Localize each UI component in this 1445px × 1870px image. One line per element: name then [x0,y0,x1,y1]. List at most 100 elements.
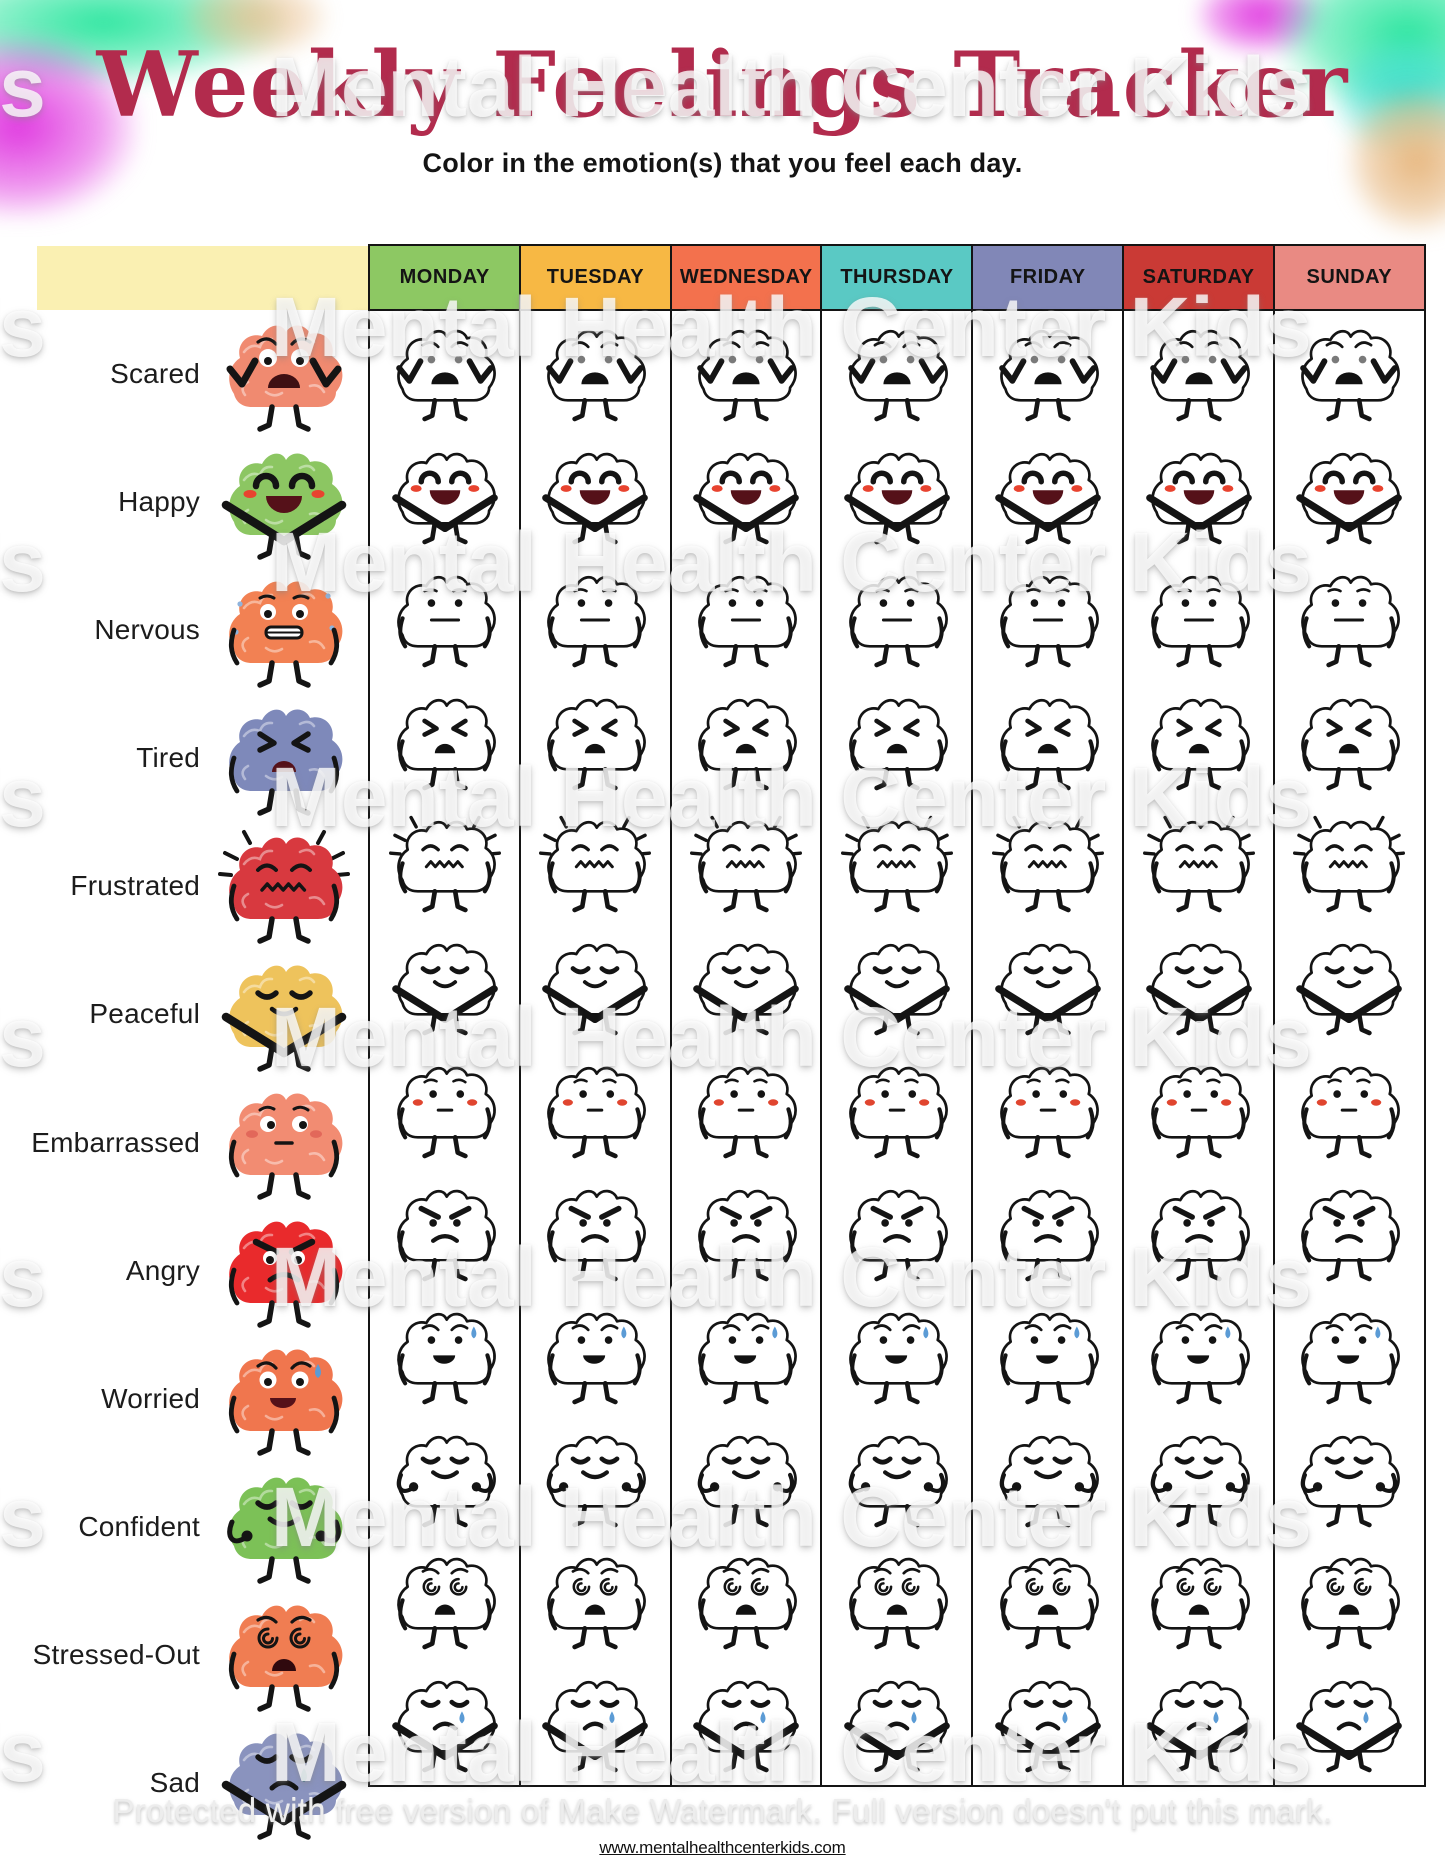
cell-worried-monday[interactable] [370,1294,519,1417]
cell-angry-saturday[interactable] [1124,1171,1273,1294]
cell-angry-sunday[interactable] [1275,1171,1424,1294]
cell-happy-monday[interactable] [370,434,519,557]
cell-nervous-sunday[interactable] [1275,557,1424,680]
cell-nervous-saturday[interactable] [1124,557,1273,680]
cell-sad-saturday[interactable] [1124,1662,1273,1785]
cell-angry-thursday[interactable] [822,1171,971,1294]
emotion-row-tired: Tired [0,694,368,822]
cell-peaceful-friday[interactable] [973,925,1122,1048]
day-header-friday: FRIDAY [973,246,1123,311]
day-body-saturday [1124,311,1273,1785]
cell-confident-tuesday[interactable] [521,1416,670,1539]
cell-scared-tuesday[interactable] [521,311,670,434]
cell-tired-friday[interactable] [973,679,1122,802]
cell-peaceful-sunday[interactable] [1275,925,1424,1048]
day-column-monday: MONDAY [368,244,522,1787]
cell-nervous-tuesday[interactable] [521,557,670,680]
cell-sad-thursday[interactable] [822,1662,971,1785]
emotion-row-sad: Sad [0,1718,368,1846]
cell-happy-tuesday[interactable] [521,434,670,557]
cell-sad-sunday[interactable] [1275,1662,1424,1785]
day-body-friday [973,311,1122,1785]
cell-worried-wednesday[interactable] [672,1294,821,1417]
cell-scared-sunday[interactable] [1275,311,1424,434]
cell-stressed-saturday[interactable] [1124,1539,1273,1662]
cell-tired-thursday[interactable] [822,679,971,802]
cell-frustrated-thursday[interactable] [822,802,971,925]
cell-worried-tuesday[interactable] [521,1294,670,1417]
emotion-label-sad: Sad [149,1766,200,1798]
cell-tired-wednesday[interactable] [672,679,821,802]
cell-embarrassed-wednesday[interactable] [672,1048,821,1171]
cell-happy-saturday[interactable] [1124,434,1273,557]
cell-scared-friday[interactable] [973,311,1122,434]
emotion-label-angry: Angry [125,1254,200,1286]
cell-embarrassed-friday[interactable] [973,1048,1122,1171]
cell-tired-monday[interactable] [370,679,519,802]
cell-tired-tuesday[interactable] [521,679,670,802]
cell-worried-thursday[interactable] [822,1294,971,1417]
cell-stressed-thursday[interactable] [822,1539,971,1662]
cell-frustrated-sunday[interactable] [1275,802,1424,925]
embarrassed-brain-icon [200,1078,368,1206]
cell-frustrated-wednesday[interactable] [672,802,821,925]
cell-embarrassed-saturday[interactable] [1124,1048,1273,1171]
cell-confident-monday[interactable] [370,1416,519,1539]
cell-peaceful-tuesday[interactable] [521,925,670,1048]
cell-peaceful-monday[interactable] [370,925,519,1048]
cell-peaceful-wednesday[interactable] [672,925,821,1048]
cell-confident-sunday[interactable] [1275,1416,1424,1539]
cell-scared-thursday[interactable] [822,311,971,434]
cell-stressed-tuesday[interactable] [521,1539,670,1662]
cell-angry-wednesday[interactable] [672,1171,821,1294]
cell-nervous-thursday[interactable] [822,557,971,680]
day-column-tuesday: TUESDAY [518,244,673,1787]
cell-happy-sunday[interactable] [1275,434,1424,557]
cell-embarrassed-thursday[interactable] [822,1048,971,1171]
cell-peaceful-saturday[interactable] [1124,925,1273,1048]
footer-site-link[interactable]: www.mentalhealthcenterkids.com [599,1838,846,1857]
stressed-brain-icon [200,1590,368,1718]
cell-sad-monday[interactable] [370,1662,519,1785]
cell-sad-wednesday[interactable] [672,1662,821,1785]
cell-tired-saturday[interactable] [1124,679,1273,802]
cell-stressed-wednesday[interactable] [672,1539,821,1662]
cell-sad-tuesday[interactable] [521,1662,670,1785]
cell-confident-friday[interactable] [973,1416,1122,1539]
cell-happy-thursday[interactable] [822,434,971,557]
emotion-row-angry: Angry [0,1206,368,1334]
cell-embarrassed-monday[interactable] [370,1048,519,1171]
cell-frustrated-saturday[interactable] [1124,802,1273,925]
cell-stressed-sunday[interactable] [1275,1539,1424,1662]
cell-embarrassed-sunday[interactable] [1275,1048,1424,1171]
day-body-wednesday [672,311,821,1785]
cell-confident-wednesday[interactable] [672,1416,821,1539]
cell-angry-monday[interactable] [370,1171,519,1294]
day-column-saturday: SATURDAY [1121,244,1276,1787]
cell-angry-tuesday[interactable] [521,1171,670,1294]
cell-tired-sunday[interactable] [1275,679,1424,802]
cell-scared-saturday[interactable] [1124,311,1273,434]
cell-sad-friday[interactable] [973,1662,1122,1785]
cell-stressed-friday[interactable] [973,1539,1122,1662]
cell-worried-saturday[interactable] [1124,1294,1273,1417]
cell-angry-friday[interactable] [973,1171,1122,1294]
cell-stressed-monday[interactable] [370,1539,519,1662]
cell-frustrated-monday[interactable] [370,802,519,925]
cell-nervous-friday[interactable] [973,557,1122,680]
cell-nervous-monday[interactable] [370,557,519,680]
cell-worried-friday[interactable] [973,1294,1122,1417]
cell-worried-sunday[interactable] [1275,1294,1424,1417]
cell-scared-wednesday[interactable] [672,311,821,434]
cell-scared-monday[interactable] [370,311,519,434]
cell-embarrassed-tuesday[interactable] [521,1048,670,1171]
cell-frustrated-friday[interactable] [973,802,1122,925]
cell-confident-thursday[interactable] [822,1416,971,1539]
cell-happy-wednesday[interactable] [672,434,821,557]
cell-frustrated-tuesday[interactable] [521,802,670,925]
cell-peaceful-thursday[interactable] [822,925,971,1048]
page-subtitle: Color in the emotion(s) that you feel ea… [422,148,1023,178]
cell-confident-saturday[interactable] [1124,1416,1273,1539]
cell-happy-friday[interactable] [973,434,1122,557]
cell-nervous-wednesday[interactable] [672,557,821,680]
